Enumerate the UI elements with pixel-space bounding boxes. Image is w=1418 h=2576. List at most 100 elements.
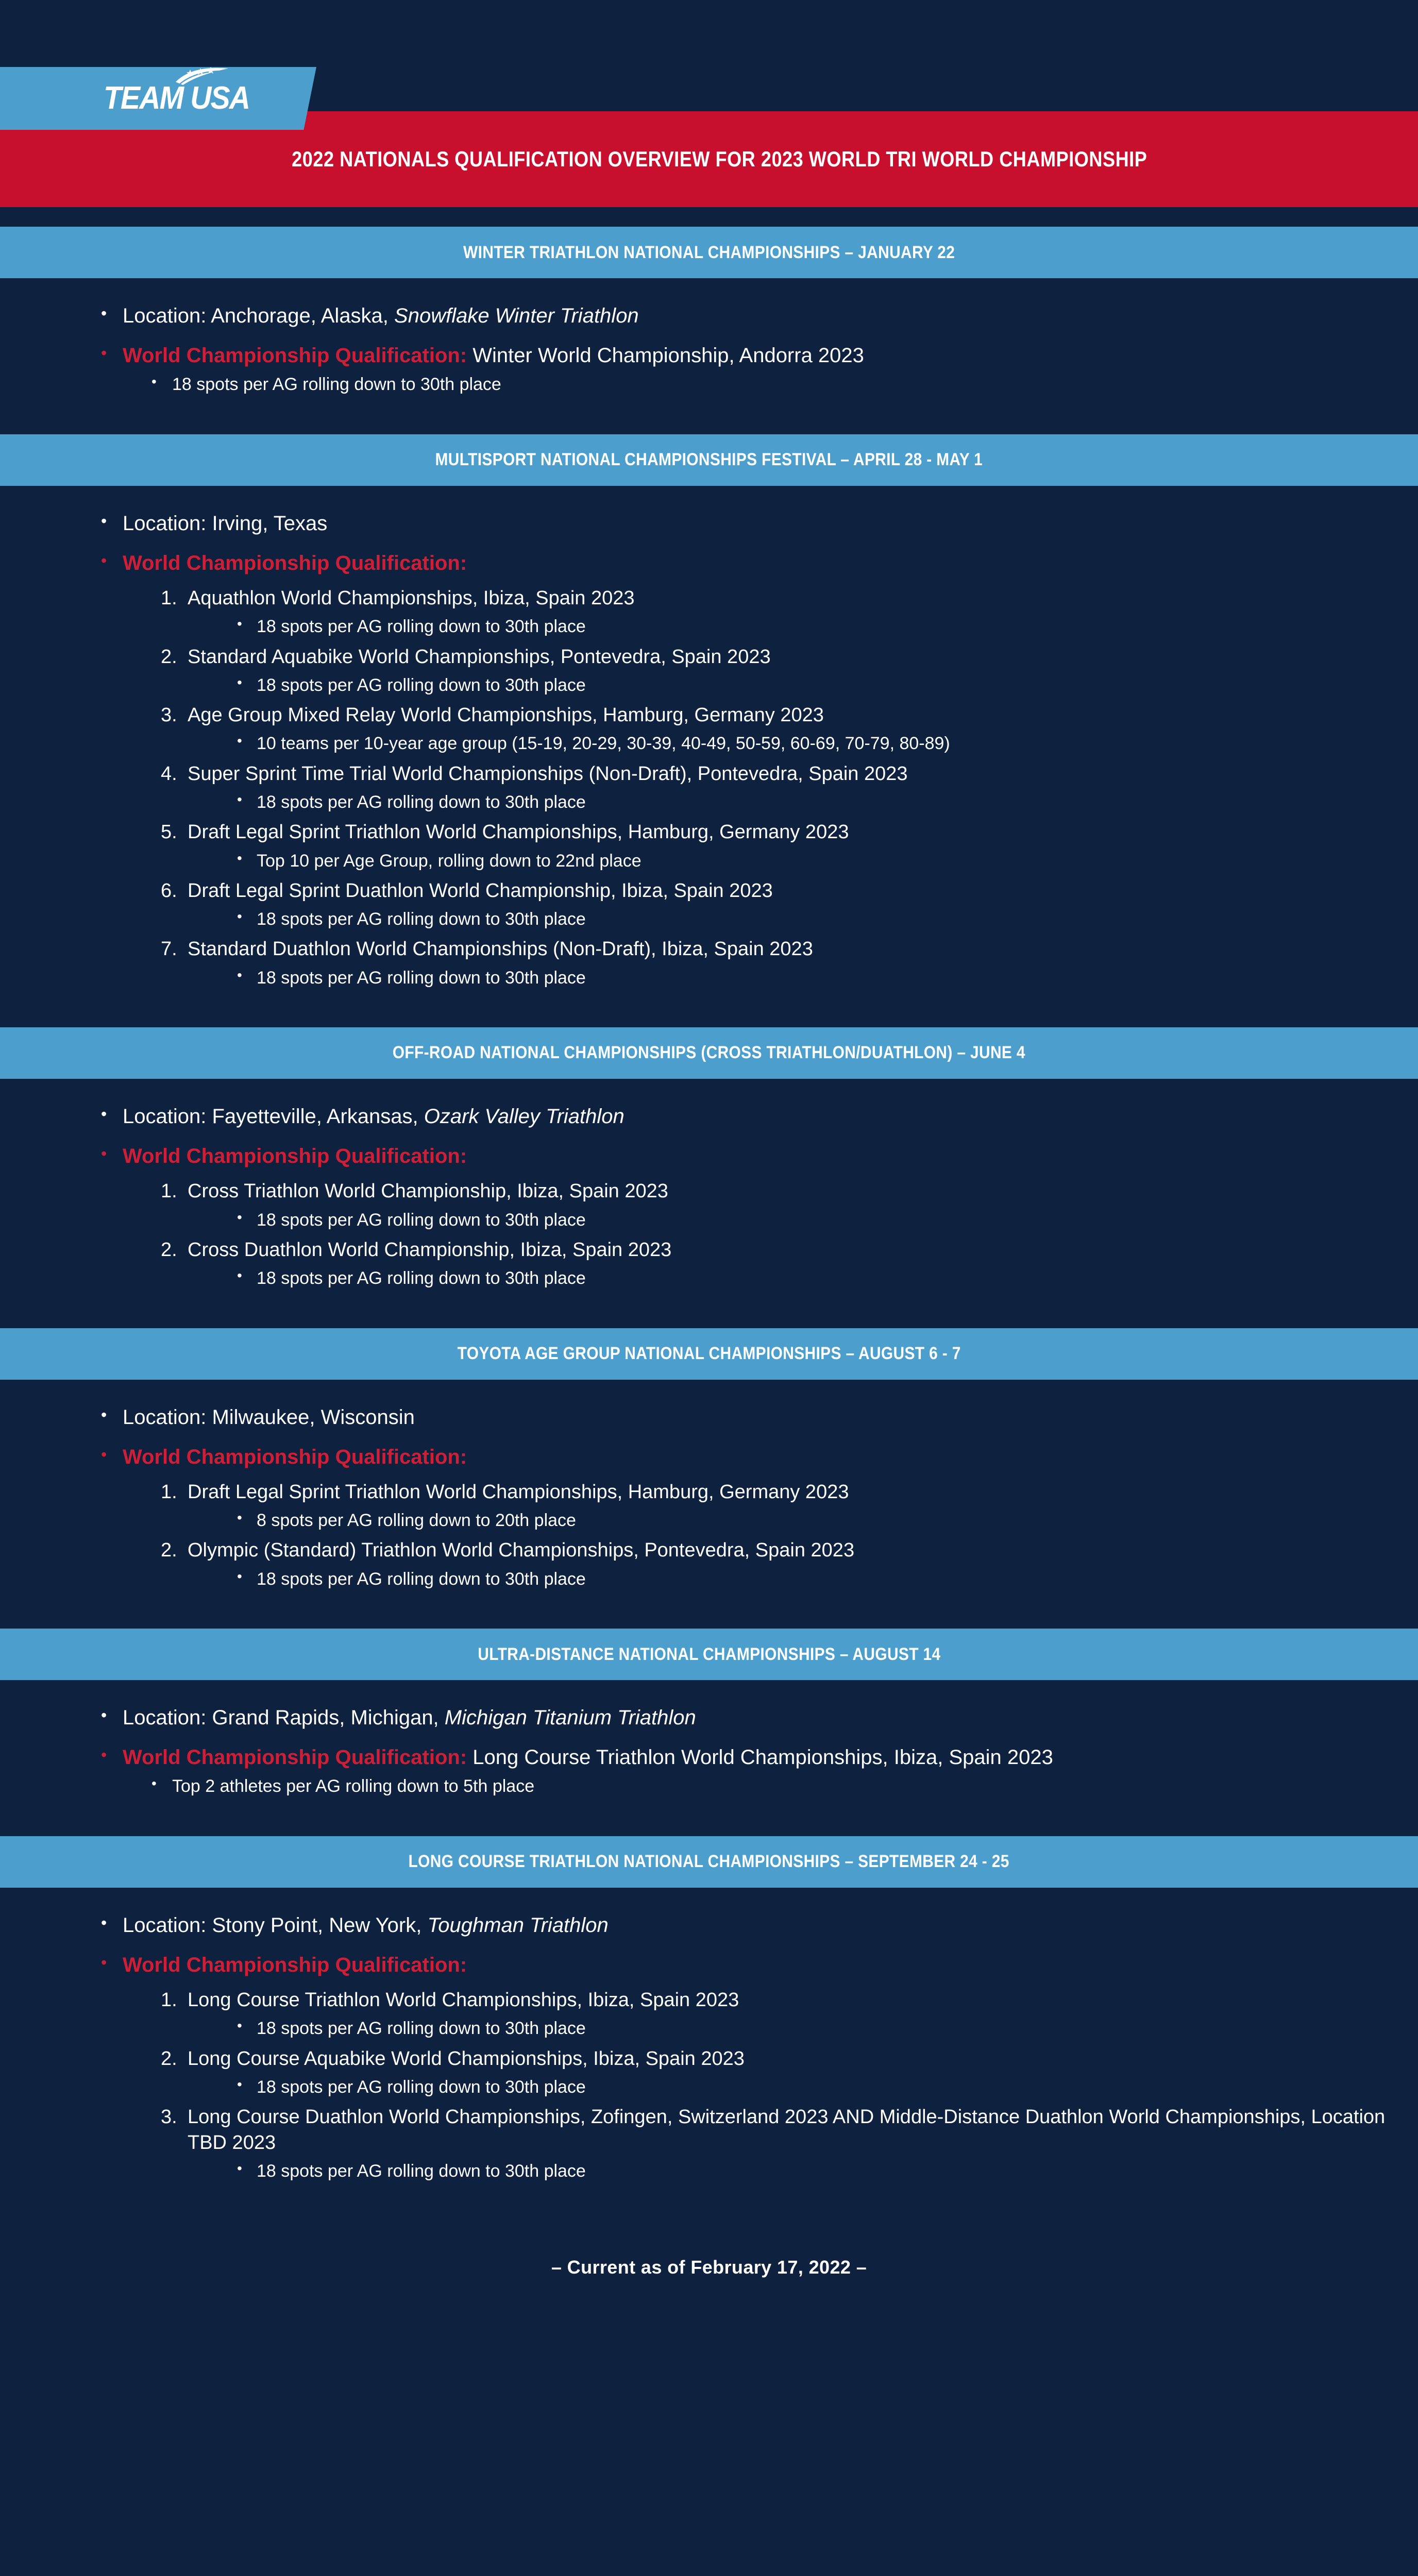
current-as-of-note: – Current as of February 17, 2022 – xyxy=(551,2257,867,2278)
section-body: Location: Grand Rapids, Michigan, Michig… xyxy=(0,1680,1418,1836)
event-detail: 18 spots per AG rolling down to 30th pla… xyxy=(188,2074,1418,2098)
championship-section: TOYOTA AGE GROUP NATIONAL CHAMPIONSHIPS … xyxy=(0,1328,1418,1629)
qualification-label: World Championship Qualification: xyxy=(123,1746,467,1769)
event-detail-list: Top 10 per Age Group, rolling down to 22… xyxy=(188,848,1418,872)
event-detail: 18 spots per AG rolling down to 30th pla… xyxy=(188,614,1418,638)
event-detail: 18 spots per AG rolling down to 30th pla… xyxy=(188,2158,1418,2182)
location-line: Location: Irving, Texas xyxy=(0,510,1418,537)
location-event-name: Snowflake Winter Triathlon xyxy=(394,304,639,327)
qualification-label: World Championship Qualification: xyxy=(123,344,467,367)
location-event-name: Michigan Titanium Triathlon xyxy=(444,1706,696,1730)
qualification-event-item: Standard Aquabike World Championships, P… xyxy=(123,645,1418,697)
masthead: TEAM USA 2022 NATIONALS QUALIFICATION OV… xyxy=(0,0,1418,227)
event-detail: Top 10 per Age Group, rolling down to 22… xyxy=(188,848,1418,872)
logo-lockup: TEAM USA xyxy=(104,67,262,114)
qualification-label: World Championship Qualification: xyxy=(123,1953,467,1976)
location-text: Location: Irving, Texas xyxy=(123,512,328,535)
event-title: Standard Duathlon World Championships (N… xyxy=(188,938,813,960)
section-bullet-list: Location: Anchorage, Alaska, Snowflake W… xyxy=(0,302,1418,396)
event-detail: 8 spots per AG rolling down to 20th plac… xyxy=(188,1507,1418,1532)
qualification-event-item: Cross Duathlon World Championship, Ibiza… xyxy=(123,1238,1418,1290)
location-text: Location: Stony Point, New York, xyxy=(123,1913,428,1937)
qualification-event-item: Aquathlon World Championships, Ibiza, Sp… xyxy=(123,586,1418,638)
section-body: Location: Fayetteville, Arkansas, Ozark … xyxy=(0,1078,1418,1328)
qualification-event-item: Long Course Triathlon World Championship… xyxy=(123,1988,1418,2040)
event-detail: 18 spots per AG rolling down to 30th pla… xyxy=(188,1265,1418,1290)
qualification-event-list: Cross Triathlon World Championship, Ibiz… xyxy=(123,1179,1418,1290)
qualification-event-list: Aquathlon World Championships, Ibiza, Sp… xyxy=(123,586,1418,989)
event-title: Olympic (Standard) Triathlon World Champ… xyxy=(188,1539,855,1562)
section-header-bar: WINTER TRIATHLON NATIONAL CHAMPIONSHIPS … xyxy=(0,227,1418,278)
section-header-bar: OFF-ROAD NATIONAL CHAMPIONSHIPS (CROSS T… xyxy=(0,1027,1418,1079)
qualification-detail: 18 spots per AG rolling down to 30th pla… xyxy=(123,371,1418,396)
event-detail-list: 18 spots per AG rolling down to 30th pla… xyxy=(188,2015,1418,2040)
qualification-event-item: Long Course Duathlon World Championships… xyxy=(123,2105,1418,2182)
qualification-inline-text: Winter World Championship, Andorra 2023 xyxy=(467,344,864,367)
qualification-detail-list: 18 spots per AG rolling down to 30th pla… xyxy=(123,371,1418,396)
qualification-event-item: Draft Legal Sprint Triathlon World Champ… xyxy=(123,1480,1418,1532)
event-detail-list: 18 spots per AG rolling down to 30th pla… xyxy=(188,789,1418,814)
qualification-event-item: Cross Triathlon World Championship, Ibiz… xyxy=(123,1179,1418,1231)
event-title: Long Course Duathlon World Championships… xyxy=(188,2106,1386,2154)
qualification-event-item: Super Sprint Time Trial World Championsh… xyxy=(123,761,1418,814)
event-title: Age Group Mixed Relay World Championship… xyxy=(188,704,824,726)
section-header-title: ULTRA-DISTANCE NATIONAL CHAMPIONSHIPS – … xyxy=(477,1644,941,1664)
section-bullet-list: Location: Stony Point, New York, Toughma… xyxy=(0,1911,1418,2183)
section-bullet-list: Location: Grand Rapids, Michigan, Michig… xyxy=(0,1704,1418,1798)
event-detail-list: 18 spots per AG rolling down to 30th pla… xyxy=(188,2158,1418,2182)
event-title: Super Sprint Time Trial World Championsh… xyxy=(188,762,908,785)
event-detail-list: 18 spots per AG rolling down to 30th pla… xyxy=(188,672,1418,697)
event-detail-list: 8 spots per AG rolling down to 20th plac… xyxy=(188,1507,1418,1532)
qualification-event-item: Draft Legal Sprint Duathlon World Champi… xyxy=(123,878,1418,931)
event-detail: 18 spots per AG rolling down to 30th pla… xyxy=(188,965,1418,989)
event-detail-list: 10 teams per 10-year age group (15-19, 2… xyxy=(188,731,1418,755)
qualification-line: World Championship Qualification: Long Co… xyxy=(0,1951,1418,2182)
qualification-line: World Championship Qualification: Long C… xyxy=(0,1743,1418,1798)
qualification-line: World Championship Qualification: Winter… xyxy=(0,342,1418,396)
section-header-title: LONG COURSE TRIATHLON NATIONAL CHAMPIONS… xyxy=(408,1852,1010,1872)
location-line: Location: Stony Point, New York, Toughma… xyxy=(0,1911,1418,1939)
event-title: Standard Aquabike World Championships, P… xyxy=(188,646,771,668)
qualification-event-item: Standard Duathlon World Championships (N… xyxy=(123,937,1418,989)
event-detail-list: 18 spots per AG rolling down to 30th pla… xyxy=(188,906,1418,930)
event-title: Draft Legal Sprint Triathlon World Champ… xyxy=(188,821,849,843)
event-detail: 18 spots per AG rolling down to 30th pla… xyxy=(188,672,1418,697)
qualification-event-item: Draft Legal Sprint Triathlon World Champ… xyxy=(123,820,1418,872)
section-body: Location: Milwaukee, Wisconsin World Cham… xyxy=(0,1379,1418,1629)
event-detail: 18 spots per AG rolling down to 30th pla… xyxy=(188,789,1418,814)
section-bullet-list: Location: Milwaukee, Wisconsin World Cham… xyxy=(0,1403,1418,1591)
location-text: Location: Anchorage, Alaska, xyxy=(123,304,395,327)
section-bullet-list: Location: Fayetteville, Arkansas, Ozark … xyxy=(0,1103,1418,1290)
event-title: Cross Duathlon World Championship, Ibiza… xyxy=(188,1239,672,1261)
section-header-title: TOYOTA AGE GROUP NATIONAL CHAMPIONSHIPS … xyxy=(457,1344,961,1364)
qualification-event-list: Long Course Triathlon World Championship… xyxy=(123,1988,1418,2182)
event-detail: 18 spots per AG rolling down to 30th pla… xyxy=(188,1207,1418,1231)
event-title: Draft Legal Sprint Duathlon World Champi… xyxy=(188,879,773,902)
location-event-name: Ozark Valley Triathlon xyxy=(424,1105,624,1128)
location-line: Location: Anchorage, Alaska, Snowflake W… xyxy=(0,302,1418,329)
championship-section: MULTISPORT NATIONAL CHAMPIONSHIPS FESTIV… xyxy=(0,434,1418,1027)
section-body: Location: Irving, Texas World Championshi… xyxy=(0,485,1418,1027)
championship-section: OFF-ROAD NATIONAL CHAMPIONSHIPS (CROSS T… xyxy=(0,1027,1418,1328)
event-detail: 18 spots per AG rolling down to 30th pla… xyxy=(188,1566,1418,1590)
event-title: Draft Legal Sprint Triathlon World Champ… xyxy=(188,1481,849,1503)
qualification-detail: Top 2 athletes per AG rolling down to 5t… xyxy=(123,1773,1418,1798)
section-header-bar: TOYOTA AGE GROUP NATIONAL CHAMPIONSHIPS … xyxy=(0,1328,1418,1380)
championship-section: ULTRA-DISTANCE NATIONAL CHAMPIONSHIPS – … xyxy=(0,1629,1418,1836)
qualification-event-item: Long Course Aquabike World Championships… xyxy=(123,2046,1418,2099)
event-detail-list: 18 spots per AG rolling down to 30th pla… xyxy=(188,2074,1418,2098)
section-body: Location: Stony Point, New York, Toughma… xyxy=(0,1887,1418,2221)
qualification-label: World Championship Qualification: xyxy=(123,551,467,574)
section-bullet-list: Location: Irving, Texas World Championshi… xyxy=(0,510,1418,989)
section-header-title: WINTER TRIATHLON NATIONAL CHAMPIONSHIPS … xyxy=(463,242,955,262)
location-text: Location: Milwaukee, Wisconsin xyxy=(123,1405,415,1429)
location-line: Location: Milwaukee, Wisconsin xyxy=(0,1403,1418,1431)
qualification-label: World Championship Qualification: xyxy=(123,1445,467,1468)
event-detail-list: 18 spots per AG rolling down to 30th pla… xyxy=(188,1566,1418,1590)
section-header-title: OFF-ROAD NATIONAL CHAMPIONSHIPS (CROSS T… xyxy=(392,1043,1026,1063)
qualification-line: World Championship Qualification: Cross T… xyxy=(0,1142,1418,1290)
championship-section: WINTER TRIATHLON NATIONAL CHAMPIONSHIPS … xyxy=(0,227,1418,434)
event-title: Long Course Aquabike World Championships… xyxy=(188,2047,745,2070)
location-event-name: Toughman Triathlon xyxy=(427,1913,609,1937)
